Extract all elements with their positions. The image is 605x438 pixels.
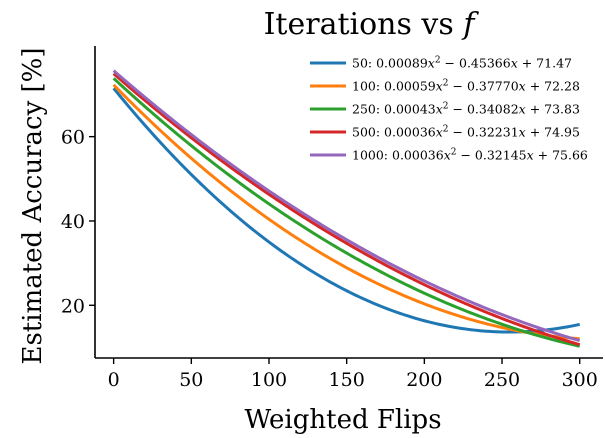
y-axis: 20 40 60	[61, 46, 96, 358]
legend-label: 100: 0.00059x2 − 0.37770x + 72.28	[352, 79, 580, 94]
y-tick-label: 20	[61, 295, 85, 317]
x-tick-label: 150	[329, 369, 365, 391]
chart-title-variable: f	[461, 7, 479, 42]
series-line-1	[112, 83, 580, 341]
plot-area	[112, 69, 581, 348]
x-tick-label: 300	[562, 369, 598, 391]
x-tick-label: 250	[484, 369, 520, 391]
legend-item: 500: 0.00036x2 − 0.32231x + 74.95	[310, 125, 580, 140]
x-tick-label: 50	[179, 369, 203, 391]
series-line-0	[112, 87, 581, 334]
chart-title: Iterations vs f	[264, 7, 480, 42]
x-tick-label: 0	[108, 369, 120, 391]
legend-label: 50: 0.00089x2 − 0.45366x + 71.47	[352, 56, 572, 71]
legend: 50: 0.00089x2 − 0.45366x + 71.47 100: 0.0…	[310, 56, 588, 163]
y-axis-label: Estimated Accuracy [%]	[18, 47, 48, 364]
legend-label: 500: 0.00036x2 − 0.32231x + 74.95	[352, 125, 580, 140]
legend-item: 1000: 0.00036x2 − 0.32145x + 75.66	[310, 148, 588, 163]
series-line-4	[112, 69, 581, 343]
y-tick-label: 40	[61, 211, 85, 233]
x-axis-label: Weighted Flips	[244, 405, 441, 435]
chart-title-prefix: Iterations vs	[264, 7, 464, 42]
legend-item: 100: 0.00059x2 − 0.37770x + 72.28	[310, 79, 580, 94]
legend-item: 250: 0.00043x2 − 0.34082x + 73.83	[310, 102, 580, 117]
legend-item: 50: 0.00089x2 − 0.45366x + 71.47	[310, 56, 572, 71]
y-tick-label: 60	[61, 127, 85, 149]
series-line-2	[112, 77, 581, 348]
legend-label: 1000: 0.00036x2 − 0.32145x + 75.66	[352, 148, 588, 163]
series-line-3	[112, 72, 581, 347]
x-axis: 0 50 100 150 200 250 300	[95, 357, 603, 391]
legend-label: 250: 0.00043x2 − 0.34082x + 73.83	[352, 102, 580, 117]
x-tick-label: 100	[251, 369, 287, 391]
x-tick-label: 200	[406, 369, 442, 391]
